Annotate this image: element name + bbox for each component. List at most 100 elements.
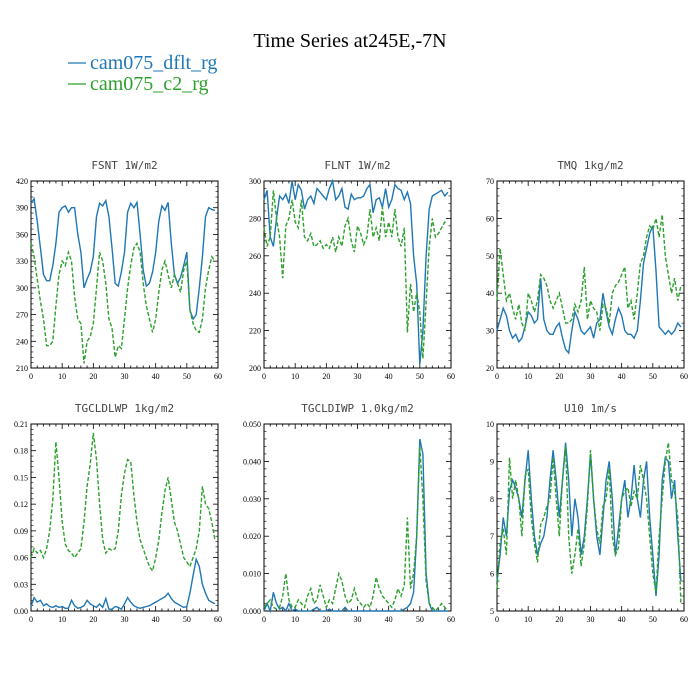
x-tick-label: 30: [354, 615, 362, 624]
plot-frame: [263, 180, 452, 369]
chart-panel: TGCLDLWP 1kg/m2 0 10 20 30 40 50 60 0.00 0.03 0.06…: [14, 402, 222, 624]
y-tick-label: 260: [249, 252, 261, 261]
x-tick-label: 0: [495, 372, 499, 381]
y-tick-label: 10: [486, 420, 494, 429]
x-tick-label: 20: [555, 372, 563, 381]
x-tick-label: 0: [29, 372, 33, 381]
x-tick-label: 40: [385, 615, 393, 624]
x-tick-label: 40: [618, 372, 626, 381]
x-tick-label: 60: [214, 615, 222, 624]
panel-title: U10 1m/s: [564, 402, 617, 415]
y-tick-label: 20: [486, 364, 494, 373]
y-tick-label: 50: [486, 252, 494, 261]
x-tick-label: 50: [183, 615, 191, 624]
y-tick-label: 0.18: [14, 447, 28, 456]
series-line: [30, 557, 216, 611]
legend-label: cam075_dflt_rg: [90, 52, 217, 74]
series-line: [263, 178, 449, 365]
x-tick-label: 50: [416, 615, 424, 624]
x-tick-label: 10: [524, 615, 532, 624]
plot-frame: [30, 180, 219, 369]
y-tick-label: 0.15: [14, 473, 28, 482]
panel-title: TGCLDLWP 1kg/m2: [75, 402, 174, 415]
y-tick-label: 70: [486, 177, 494, 186]
y-tick-label: 0.12: [14, 500, 28, 509]
legend-label: cam075_c2_rg: [90, 73, 209, 95]
y-tick-label: 330: [16, 257, 28, 266]
x-tick-label: 60: [680, 372, 688, 381]
series-line: [263, 438, 448, 614]
y-tick-label: 0.03: [14, 580, 28, 589]
y-tick-label: 60: [486, 214, 494, 223]
y-tick-label: 5: [490, 607, 494, 616]
x-tick-label: 30: [121, 615, 129, 624]
x-tick-label: 50: [183, 372, 191, 381]
x-tick-label: 60: [214, 372, 222, 381]
y-tick-label: 360: [16, 230, 28, 239]
x-tick-label: 30: [587, 372, 595, 381]
y-tick-label: 9: [490, 457, 494, 466]
y-tick-label: 6: [490, 570, 494, 579]
y-tick-label: 40: [486, 289, 494, 298]
y-tick-label: 280: [249, 214, 261, 223]
legend-entry: cam075_c2_rg: [68, 73, 209, 95]
series-line: [263, 190, 448, 359]
y-tick-label: 210: [16, 364, 28, 373]
x-tick-label: 60: [447, 372, 455, 381]
x-tick-label: 20: [89, 615, 97, 624]
x-tick-label: 40: [385, 372, 393, 381]
panel-title: TGCLDIWP 1.0kg/m2: [301, 402, 414, 415]
y-tick-label: 0.030: [243, 495, 261, 504]
series-line: [30, 196, 216, 321]
x-tick-label: 10: [58, 372, 66, 381]
x-tick-label: 10: [291, 372, 299, 381]
series-line: [30, 241, 216, 364]
y-tick-label: 0.040: [243, 457, 261, 466]
x-tick-label: 20: [322, 615, 330, 624]
x-tick-label: 40: [152, 615, 160, 624]
x-tick-label: 20: [322, 372, 330, 381]
y-tick-label: 300: [249, 177, 261, 186]
y-tick-label: 240: [16, 337, 28, 346]
y-tick-label: 0.21: [14, 420, 28, 429]
y-tick-label: 30: [486, 327, 494, 336]
x-tick-label: 10: [524, 372, 532, 381]
series-line: [30, 432, 216, 573]
panels: FSNT 1W/m20 10 20 30 40 50 6021024027030033036…: [14, 159, 688, 624]
chart-panel: FSNT 1W/m2 0 10 20 30 40 50 60 210 240 270 300 330 36…: [16, 159, 222, 381]
x-tick-label: 30: [354, 372, 362, 381]
y-tick-label: 390: [16, 204, 28, 213]
x-tick-label: 10: [291, 615, 299, 624]
y-tick-label: 7: [490, 532, 494, 541]
plot-frame: [30, 423, 219, 612]
y-tick-label: 0.09: [14, 527, 28, 536]
y-tick-label: 200: [249, 364, 261, 373]
chart-panel: U10 1m/s 0 10 20 30 40 50 60 5 6 7 8 9 10: [486, 402, 688, 624]
series-line: [496, 442, 682, 604]
x-tick-label: 60: [680, 615, 688, 624]
x-tick-label: 40: [618, 615, 626, 624]
y-tick-label: 220: [249, 327, 261, 336]
x-tick-label: 20: [555, 615, 563, 624]
x-tick-label: 30: [121, 372, 129, 381]
x-tick-label: 50: [649, 372, 657, 381]
y-tick-label: 0.06: [14, 554, 28, 563]
chart-panel: TMQ 1kg/m2 0 10 20 30 40 50 60 20 30 40 50 60 70: [486, 159, 688, 381]
x-tick-label: 30: [587, 615, 595, 624]
x-tick-label: 0: [262, 372, 266, 381]
x-tick-label: 60: [447, 615, 455, 624]
y-tick-label: 300: [16, 284, 28, 293]
x-tick-label: 0: [29, 615, 33, 624]
x-tick-label: 40: [152, 372, 160, 381]
y-tick-label: 0.020: [243, 532, 261, 541]
series-line: [496, 214, 682, 331]
chart-panel: FLNT 1W/m2 0 10 20 30 40 50 60 200 220 240 260 280 30…: [249, 159, 455, 381]
series-line: [263, 446, 449, 613]
x-tick-label: 20: [89, 372, 97, 381]
legend-entry: cam075_dflt_rg: [68, 52, 217, 74]
x-tick-label: 50: [649, 615, 657, 624]
y-tick-label: 0.000: [243, 607, 261, 616]
y-tick-label: 8: [490, 495, 494, 504]
figure-title: Time Series at245E,-7N: [253, 30, 446, 52]
